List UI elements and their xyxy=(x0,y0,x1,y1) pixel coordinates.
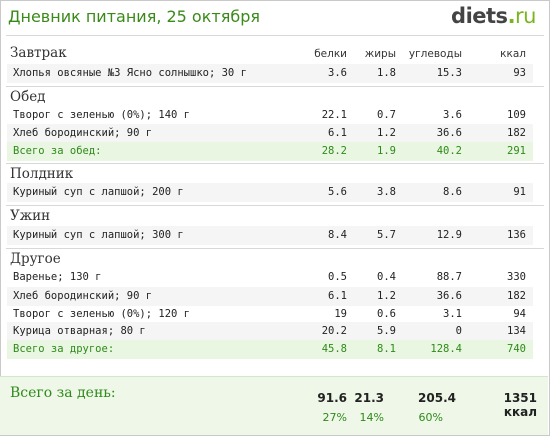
day-total-kcal: 1351 ккал xyxy=(503,391,537,419)
meal-total-row-other: Всего за другое: 45.8 8.1 128.4 740 xyxy=(7,340,533,359)
food-row[interactable]: Курица отварная; 80 г 20.2 5.9 0 134 xyxy=(7,322,533,341)
food-name: Курица отварная; 80 г xyxy=(13,325,146,337)
total-fat: 8.1 xyxy=(377,343,396,355)
food-protein: 6.1 xyxy=(328,127,347,139)
food-protein: 3.6 xyxy=(328,67,347,79)
food-row[interactable]: Творог с зеленью (0%); 120 г 19 0.6 3.1 … xyxy=(7,305,533,324)
total-protein: 45.8 xyxy=(321,343,347,355)
divider xyxy=(6,86,544,87)
logo-tld: ru xyxy=(515,4,536,28)
food-protein: 19 xyxy=(334,308,347,320)
site-logo[interactable]: diets.ru xyxy=(451,4,536,28)
food-protein: 8.4 xyxy=(328,229,347,241)
food-fat: 0.6 xyxy=(377,308,396,320)
total-fat: 1.9 xyxy=(377,145,396,157)
meal-total-row-lunch: Всего за обед: 28.2 1.9 40.2 291 xyxy=(7,142,533,161)
food-protein: 5.6 xyxy=(328,186,347,198)
food-carbs: 12.9 xyxy=(436,229,462,241)
food-fat: 5.9 xyxy=(377,325,396,337)
food-carbs: 36.6 xyxy=(436,290,462,302)
divider xyxy=(6,35,544,36)
food-row[interactable]: Хлеб бородинский; 90 г 6.1 1.2 36.6 182 xyxy=(7,124,533,143)
day-fat-percent: 14% xyxy=(359,411,384,424)
food-name: Куриный суп с лапшой; 200 г xyxy=(13,186,184,198)
day-protein-percent: 27% xyxy=(322,411,347,424)
total-kcal: 740 xyxy=(507,343,526,355)
column-header-carbs: углеводы xyxy=(408,48,462,60)
divider xyxy=(6,205,544,206)
food-name: Хлеб бородинский; 90 г xyxy=(13,290,153,302)
total-kcal: 291 xyxy=(507,145,526,157)
food-row[interactable]: Хлеб бородинский; 90 г 6.1 1.2 36.6 182 xyxy=(7,287,533,306)
food-protein: 20.2 xyxy=(321,325,347,337)
meal-title-breakfast: Завтрак xyxy=(10,45,67,61)
food-kcal: 91 xyxy=(513,186,526,198)
meal-title-snack: Полдник xyxy=(10,166,74,182)
day-carbs-percent: 60% xyxy=(418,411,443,424)
day-total-carbs: 205.4 xyxy=(418,391,456,405)
food-kcal: 182 xyxy=(507,290,526,302)
food-row[interactable]: Варенье; 130 г 0.5 0.4 88.7 330 xyxy=(7,268,533,287)
food-kcal: 136 xyxy=(507,229,526,241)
meal-title-dinner: Ужин xyxy=(10,208,51,224)
food-name: Варенье; 130 г xyxy=(13,271,102,283)
food-protein: 0.5 xyxy=(328,271,347,283)
food-carbs: 3.1 xyxy=(443,308,462,320)
column-header-protein: белки xyxy=(314,48,347,60)
food-fat: 0.4 xyxy=(377,271,396,283)
food-name: Творог с зеленью (0%); 140 г xyxy=(13,109,191,121)
food-name: Куриный суп с лапшой; 300 г xyxy=(13,229,184,241)
meal-title-lunch: Обед xyxy=(10,89,46,105)
food-kcal: 330 xyxy=(507,271,526,283)
day-total-panel: Всего за день: 91.6 21.3 205.4 1351 ккал… xyxy=(0,376,548,435)
food-protein: 6.1 xyxy=(328,290,347,302)
food-row[interactable]: Куриный суп с лапшой; 200 г 5.6 3.8 8.6 … xyxy=(7,183,533,202)
food-row[interactable]: Творог с зеленью (0%); 140 г 22.1 0.7 3.… xyxy=(7,106,533,125)
column-header-kcal: ккал xyxy=(500,48,526,60)
food-kcal: 93 xyxy=(513,67,526,79)
total-carbs: 128.4 xyxy=(430,343,462,355)
logo-dot: . xyxy=(507,4,516,28)
meal-title-other: Другое xyxy=(10,251,61,267)
food-kcal: 182 xyxy=(507,127,526,139)
food-carbs: 15.3 xyxy=(436,67,462,79)
meal-total-label: Всего за другое: xyxy=(13,343,115,355)
total-carbs: 40.2 xyxy=(436,145,462,157)
meal-total-label: Всего за обед: xyxy=(13,145,102,157)
food-fat: 0.7 xyxy=(377,109,396,121)
food-kcal: 94 xyxy=(513,308,526,320)
food-carbs: 36.6 xyxy=(436,127,462,139)
food-fat: 3.8 xyxy=(377,186,396,198)
food-row[interactable]: Хлопья овсяные №3 Ясно солнышко; 30 г 3.… xyxy=(7,64,533,83)
food-row[interactable]: Куриный суп с лапшой; 300 г 8.4 5.7 12.9… xyxy=(7,226,533,245)
page-title: Дневник питания, 25 октября xyxy=(8,7,260,26)
food-carbs: 8.6 xyxy=(443,186,462,198)
day-total-protein: 91.6 xyxy=(317,391,347,405)
food-fat: 5.7 xyxy=(377,229,396,241)
food-kcal: 109 xyxy=(507,109,526,121)
divider xyxy=(6,163,544,164)
food-fat: 1.2 xyxy=(377,127,396,139)
food-carbs: 3.6 xyxy=(443,109,462,121)
food-fat: 1.8 xyxy=(377,67,396,79)
logo-main: diets xyxy=(451,4,508,28)
food-carbs: 0 xyxy=(455,325,462,337)
total-protein: 28.2 xyxy=(321,145,347,157)
day-total-fat: 21.3 xyxy=(354,391,384,405)
food-name: Творог с зеленью (0%); 120 г xyxy=(13,308,191,320)
food-name: Хлеб бородинский; 90 г xyxy=(13,127,153,139)
column-header-fat: жиры xyxy=(364,48,396,60)
food-name: Хлопья овсяные №3 Ясно солнышко; 30 г xyxy=(13,67,247,79)
divider xyxy=(6,248,544,249)
food-kcal: 134 xyxy=(507,325,526,337)
food-protein: 22.1 xyxy=(321,109,347,121)
food-fat: 1.2 xyxy=(377,290,396,302)
food-carbs: 88.7 xyxy=(436,271,462,283)
day-total-label: Всего за день: xyxy=(10,385,116,401)
